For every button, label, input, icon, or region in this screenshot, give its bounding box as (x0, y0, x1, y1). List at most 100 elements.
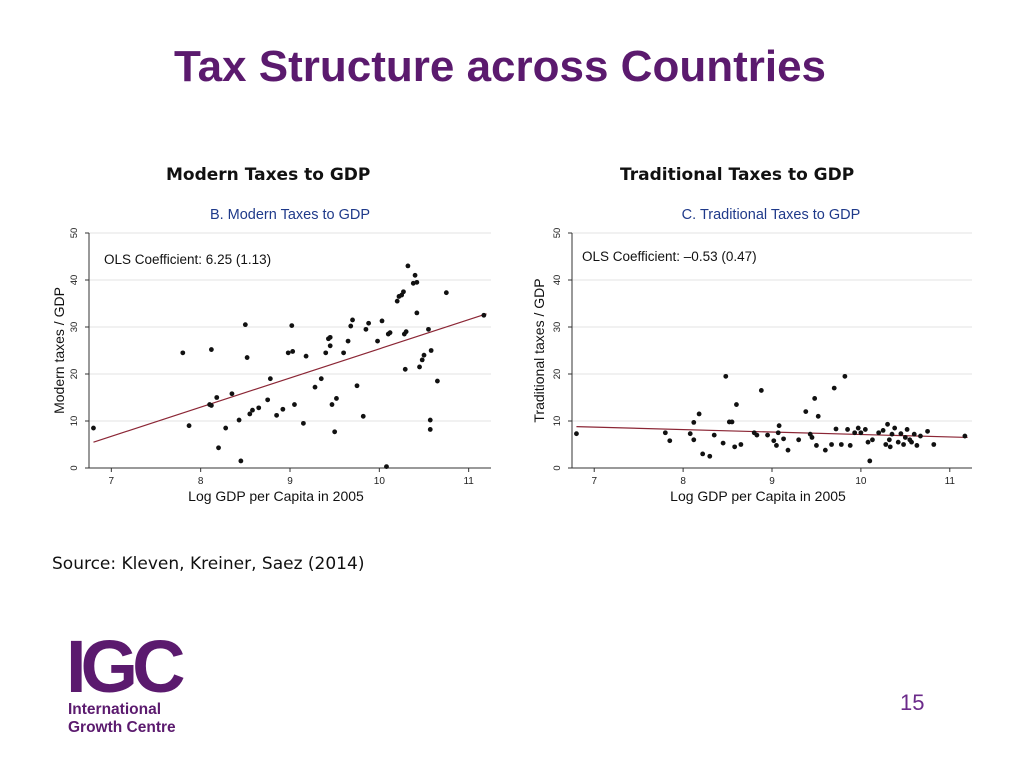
ols-fit-line (93, 313, 487, 443)
y-tick-label: 10 (552, 416, 563, 427)
data-point (387, 330, 393, 336)
igc-logo: IGC (66, 632, 190, 694)
data-point (911, 431, 917, 437)
traditional-taxes-chart: C. Traditional Taxes to GDP 0 10 20 30 40 50 7 8… (523, 196, 985, 514)
data-point (256, 405, 262, 411)
data-point (402, 366, 408, 372)
data-point (329, 402, 335, 407)
y-tick-label: 20 (69, 369, 80, 380)
data-point (711, 432, 717, 438)
data-point (833, 426, 839, 432)
data-point (405, 263, 411, 269)
data-point (427, 417, 433, 423)
data-point (301, 420, 306, 426)
data-point (895, 439, 901, 445)
y-tick-label: 20 (552, 369, 563, 380)
logo-line-1: International (68, 701, 162, 718)
data-point (845, 427, 850, 432)
data-point (925, 428, 930, 434)
data-point (414, 310, 420, 316)
data-point (887, 444, 893, 450)
data-point (901, 442, 906, 447)
data-point (208, 347, 214, 352)
data-point (814, 443, 819, 448)
data-point (892, 425, 898, 431)
y-tick-label: 50 (69, 228, 80, 239)
logo-mark: IGC (66, 632, 184, 694)
slide-title: Tax Structure across Countries (173, 42, 827, 91)
chart-title: B. Modern Taxes to GDP (210, 207, 370, 223)
x-tick-label: 7 (591, 476, 597, 487)
data-point (348, 323, 354, 329)
data-point (250, 407, 255, 413)
data-point (394, 298, 400, 304)
data-point (732, 444, 738, 450)
data-point (180, 350, 186, 356)
data-point (738, 442, 744, 447)
data-point (360, 413, 366, 419)
data-point (354, 383, 360, 389)
data-point (898, 431, 904, 437)
data-point (274, 412, 279, 418)
data-point (776, 423, 782, 429)
data-point (481, 312, 487, 318)
data-point (862, 427, 868, 432)
y-tick-label: 0 (552, 465, 563, 470)
x-tick-label: 11 (463, 476, 474, 487)
data-point (229, 391, 235, 397)
source-citation: Source: Kleven, Kreiner, Saez (2014) (52, 554, 365, 574)
data-point (723, 373, 729, 379)
data-point (412, 272, 418, 278)
x-axis-label: Log GDP per Capita in 2005 (188, 488, 364, 504)
data-point (691, 437, 697, 443)
data-point (208, 403, 214, 408)
data-point (327, 343, 333, 349)
traditional-taxes-plot: C. Traditional Taxes to GDP 0 10 20 30 40 50 7 8… (531, 207, 972, 504)
data-point (876, 430, 882, 436)
data-point (216, 445, 221, 451)
data-point (350, 317, 355, 323)
x-axis-label: Log GDP per Capita in 2005 (670, 488, 846, 504)
plot-area (89, 233, 491, 468)
data-point (765, 432, 770, 438)
data-point (902, 435, 908, 440)
data-point (366, 320, 372, 326)
data-point (886, 437, 892, 443)
x-tick-label: 8 (198, 476, 204, 487)
data-point (403, 329, 409, 335)
data-point (707, 453, 713, 459)
data-point (285, 350, 291, 356)
data-point (443, 290, 449, 296)
data-point (781, 436, 786, 442)
data-point (379, 318, 385, 324)
y-axis-label: Traditional taxes / GDP (531, 278, 547, 422)
data-point (414, 279, 420, 285)
ols-annotation: OLS Coefficient: –0.53 (0.47) (582, 249, 757, 264)
data-point (312, 384, 318, 390)
left-panel-heading: Modern Taxes to GDP (166, 165, 371, 185)
modern-taxes-chart: B. Modern Taxes to GDP 0 10 20 30 40 50 7 8 9 10 11… (40, 196, 495, 514)
data-point (880, 428, 886, 433)
data-point (428, 348, 434, 353)
data-point (290, 349, 296, 354)
data-point (847, 443, 853, 448)
data-point (332, 429, 338, 435)
x-tick-label: 9 (287, 476, 293, 487)
data-point (858, 430, 864, 436)
chart-title: C. Traditional Taxes to GDP (682, 207, 861, 223)
data-point (265, 397, 271, 403)
data-point (852, 430, 858, 436)
data-point (883, 442, 889, 447)
data-point (774, 443, 779, 448)
data-point (815, 413, 821, 419)
data-point (870, 437, 875, 443)
data-point (289, 323, 295, 328)
logo-tagline: International Growth Centre (68, 701, 176, 737)
y-tick-label: 30 (69, 322, 80, 333)
data-point (435, 378, 440, 384)
data-point (803, 409, 809, 414)
data-point (962, 433, 968, 439)
y-tick-label: 50 (552, 228, 563, 239)
data-point (318, 376, 324, 382)
data-point (421, 352, 427, 358)
